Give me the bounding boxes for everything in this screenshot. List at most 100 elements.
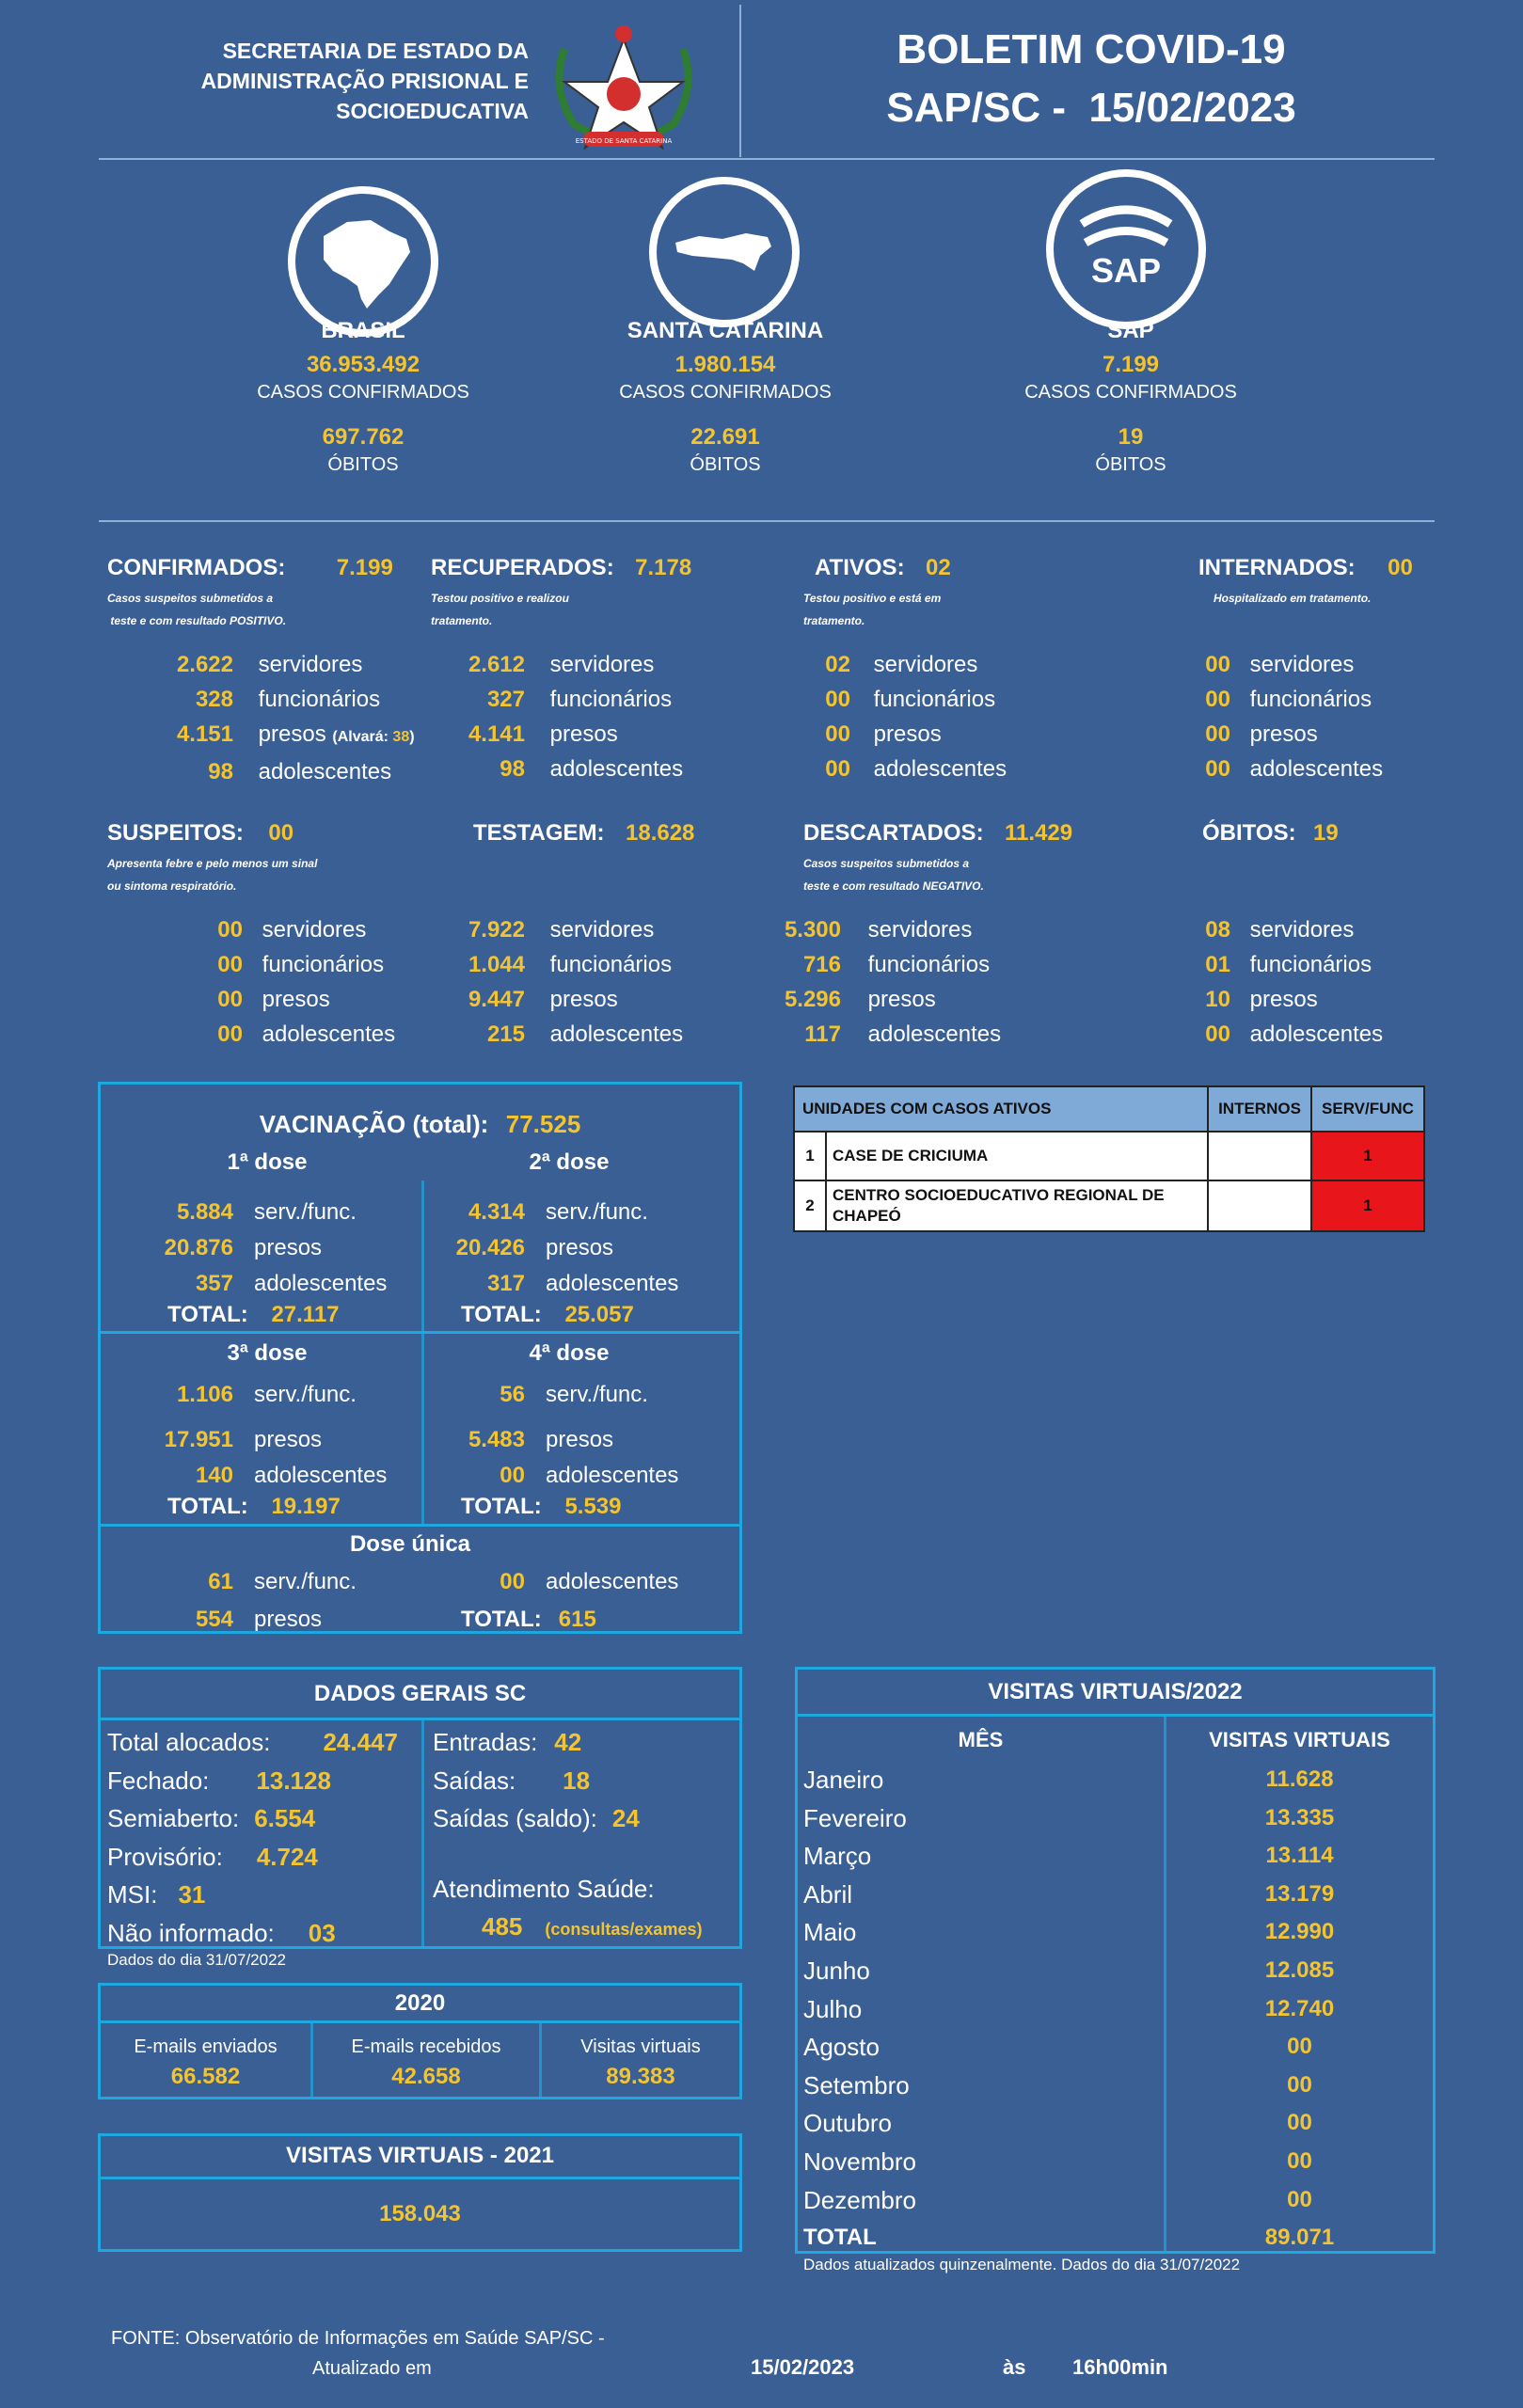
- sap-circle: SAP: [1046, 169, 1206, 329]
- footer-source: FONTE: Observatório de Informações em Sa…: [111, 2328, 605, 2379]
- group-descartados: DESCARTADOS: 11.429 Casos suspeitos subm…: [803, 820, 1073, 893]
- group-confirmados: CONFIRMADOS: 7.199 Casos suspeitos subme…: [107, 555, 393, 627]
- emblem-text: ESTADO DE SANTA CATARINA: [576, 137, 673, 145]
- title-2021: VISITAS VIRTUAIS - 2021: [286, 2143, 554, 2168]
- summary-sc: SANTA CATARINA 1.980.154 CASOS CONFIRMAD…: [575, 318, 876, 476]
- sap-obitos: 19: [1118, 424, 1144, 450]
- sc-circle: [649, 177, 800, 327]
- list-item: Março: [803, 1842, 872, 1871]
- sap-logo-icon: SAP: [1079, 205, 1173, 290]
- summary-rule: [99, 520, 1435, 522]
- testagem-rows: 7.922 servidores 1.044 funcionários 9.44…: [468, 917, 684, 1047]
- sc-casos: 1.980.154: [674, 352, 776, 377]
- active-cell: 1: [1310, 1180, 1425, 1232]
- unidades-header: UNIDADES COM CASOS ATIVOS: [793, 1085, 1209, 1133]
- dose3-rows: 1.106 serv./func. 17.951 presos 140 adolesc…: [164, 1382, 388, 1488]
- footer-date: 15/02/2023: [751, 2355, 855, 2379]
- group-obitos: ÓBITOS: 19: [1202, 820, 1339, 846]
- dados-gerais-right: Entradas: 42 Saídas: 18 Saídas (saldo): 24 …: [433, 1728, 703, 1941]
- descartados-rows: 5.300 servidores 716 funcionários 5.296 …: [784, 917, 1002, 1047]
- col-visitas: VISITAS VIRTUAIS: [1209, 1728, 1390, 1751]
- org-name: SECRETARIA DE ESTADO DA ADMINISTRAÇÃO PR…: [200, 39, 529, 123]
- box-2021: [98, 2133, 742, 2252]
- table-row: 2 CENTRO SOCIOEDUCATIVO REGIONAL DE CHAP…: [793, 1180, 1425, 1232]
- unidades-table: UNIDADES COM CASOS ATIVOS INTERNOS SERV/…: [793, 1085, 1425, 1232]
- list-item: Dezembro: [803, 2185, 916, 2214]
- suspeitos-rows: 00 servidores 00 funcionários 00 presos …: [217, 917, 396, 1047]
- box-2020: [98, 1983, 742, 2099]
- visitas-note: Dados atualizados quinzenalmente. Dados …: [803, 2256, 1241, 2273]
- visitas-2022-box: [795, 1667, 1436, 2254]
- sap-casos: 7.199: [1102, 352, 1160, 377]
- sc-obitos: 22.691: [690, 424, 760, 450]
- brazil-map-icon: [324, 220, 410, 309]
- brasil-obitos: 697.762: [322, 424, 405, 450]
- list-item: Junho: [803, 1956, 870, 1985]
- visitas-title-rule: [798, 1714, 1433, 1717]
- sap-logo-text: SAP: [1091, 251, 1161, 290]
- table-row: 1 CASE DE CRICIUMA 1: [793, 1131, 1425, 1181]
- dose2-total: TOTAL: 25.057: [461, 1302, 634, 1327]
- vac-divider-h2: [101, 1524, 739, 1527]
- list-item: Julho: [803, 1994, 863, 2023]
- vac-divider-h1: [101, 1331, 739, 1334]
- internos-header: INTERNOS: [1207, 1085, 1312, 1133]
- visitas-total: 89.071: [1264, 2225, 1335, 2251]
- dose2-rows: 4.314 serv./func. 20.426 presos 317 adolesc…: [455, 1199, 679, 1296]
- footer-time: 16h00min: [1072, 2355, 1168, 2379]
- dados-gerais-note: Dados do dia 31/07/2022: [107, 1951, 286, 1969]
- bulletin-subtitle: SAP/SC - 15/02/2023: [886, 85, 1296, 131]
- list-item: Abril: [803, 1879, 853, 1909]
- group-testagem: TESTAGEM: 18.628: [473, 820, 695, 846]
- dose4-rows: 56 serv./func. 5.483 presos 00 adolescentes: [468, 1382, 679, 1488]
- dose1-label: 1ª dose: [227, 1149, 308, 1175]
- ativos-rows: 02 servidores 00 funcionários 00 presos …: [825, 652, 1007, 782]
- dose3-label: 3ª dose: [227, 1340, 308, 1366]
- header-divider: [739, 5, 741, 157]
- brasil-casos: 36.953.492: [306, 352, 420, 377]
- box-2021-title-rule: [101, 2177, 739, 2179]
- dose1-total: TOTAL: 27.117: [167, 1302, 340, 1327]
- visitas-values: 11.628 13.335 13.114 13.179 12.990 12.08…: [1166, 1761, 1433, 2258]
- list-item: Fevereiro: [803, 1803, 907, 1832]
- recuperados-rows: 2.612 servidores 327 funcionários 4.141 …: [468, 652, 684, 782]
- dose3-total: TOTAL: 19.197: [167, 1494, 341, 1519]
- group-recuperados: RECUPERADOS: 7.178 Testou positivo e rea…: [431, 555, 692, 627]
- dose4-label: 4ª dose: [529, 1340, 610, 1366]
- internados-rows: 00 servidores 00 funcionários 00 presos …: [1205, 652, 1384, 782]
- summary-sap: SAP 7.199 CASOS CONFIRMADOS 19 ÓBITOS: [990, 318, 1272, 476]
- list-item: Outubro: [803, 2109, 892, 2138]
- visitas-virtuais-2020: Visitas virtuais 89.383: [580, 2036, 701, 2089]
- box-2020-div-1: [310, 2023, 313, 2097]
- group-suspeitos: SUSPEITOS: 00 Apresenta febre e pelo men…: [107, 820, 318, 893]
- dados-gerais-left: Total alocados: 24.447 Fechado: 13.128 Sem…: [107, 1728, 398, 1947]
- value-2021: 158.043: [379, 2201, 461, 2226]
- list-item: Janeiro: [803, 1766, 884, 1794]
- list-item: Maio: [803, 1918, 857, 1947]
- dose4-total: TOTAL: 5.539: [461, 1494, 622, 1519]
- obitos-rows: 08 servidores 01 funcionários 10 presos …: [1205, 917, 1384, 1047]
- vacinacao-box: [98, 1082, 742, 1634]
- state-emblem: ESTADO DE SANTA CATARINA: [546, 21, 702, 152]
- bulletin-title: BOLETIM COVID-19: [896, 26, 1286, 72]
- header-rule: [99, 158, 1435, 160]
- active-cell: 1: [1310, 1131, 1425, 1181]
- group-ativos: ATIVOS: 02 Testou positivo e está em tra…: [803, 555, 951, 627]
- santa-catarina-map-icon: [675, 233, 771, 271]
- footer-as: às: [1003, 2355, 1026, 2379]
- group-internados: INTERNADOS: 00 Hospitalizado em tratamen…: [1198, 555, 1413, 605]
- visitas-months: Janeiro Fevereiro Março Abril Maio Junho…: [803, 1761, 916, 2258]
- dose-unica-label: Dose única: [349, 1531, 471, 1557]
- summary-brasil: BRASIL 36.953.492 CASOS CONFIRMADOS 697.…: [222, 318, 504, 476]
- emails-enviados: E-mails enviados 66.582: [134, 2036, 278, 2089]
- visitas-2022-title: VISITAS VIRTUAIS/2022: [988, 1679, 1243, 1704]
- dose1-rows: 5.884 serv./func. 20.876 presos 357 adolesc…: [164, 1199, 388, 1296]
- list-item: Novembro: [803, 2147, 916, 2176]
- total-label: TOTAL: [803, 2225, 877, 2251]
- dados-gerais-title-rule: [101, 1718, 739, 1720]
- dose-unica-rows: 61 serv./func. 554 presos: [195, 1569, 357, 1632]
- list-item: Setembro: [803, 2070, 910, 2099]
- dose2-label: 2ª dose: [529, 1149, 610, 1175]
- dose-unica-right: 00 adolescentes TOTAL: 615: [461, 1569, 679, 1632]
- serv-func-header: SERV/FUNC: [1310, 1085, 1425, 1133]
